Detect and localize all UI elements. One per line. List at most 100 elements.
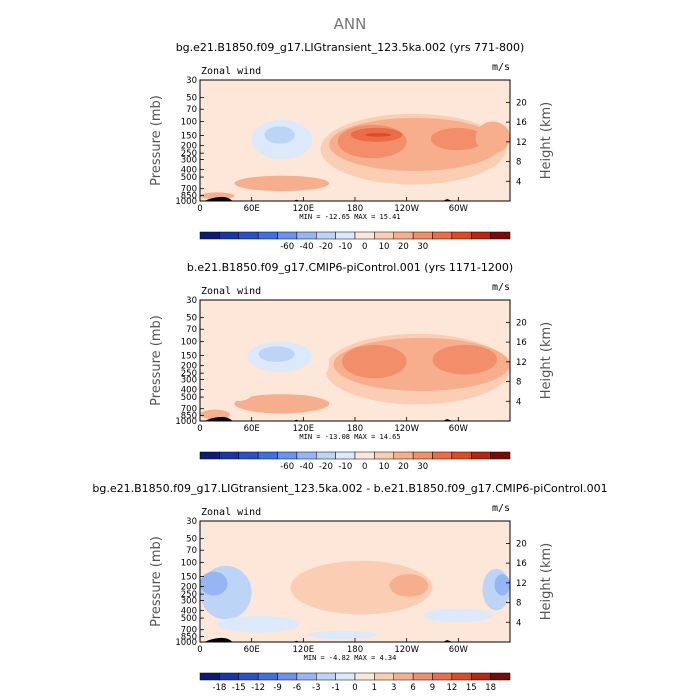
colorbar-swatch [219, 231, 239, 240]
lon-tick-label: 0 [197, 424, 202, 434]
height-tick-label: 8 [516, 158, 521, 168]
colorbar-swatch [354, 231, 375, 240]
pressure-tick-label: 50 [186, 94, 197, 104]
colorbar-label: -60 [280, 242, 294, 252]
colorbar-swatch [412, 451, 433, 460]
colorbar-swatch [238, 672, 259, 681]
pressure-tick-label: 50 [186, 535, 197, 545]
lon-tick-label: 60E [244, 204, 260, 214]
pressure-tick-label: 70 [186, 546, 197, 556]
colorbar-swatch [199, 451, 220, 460]
pressure-tick-label: 150 [181, 132, 197, 142]
pressure-tick-label: 30 [186, 296, 197, 306]
pressure-tick-label: 400 [181, 385, 197, 395]
height-tick-label: 12 [516, 138, 527, 148]
colorbar-swatch [277, 672, 298, 681]
pressure-tick-label: 500 [181, 173, 197, 183]
colorbar-swatch [219, 672, 239, 681]
colorbar-swatch [316, 451, 336, 460]
panel-3: bg.e21.B1850.f09_g17.LIGtransient_123.5k… [92, 482, 607, 693]
colorbar-label: -40 [300, 242, 314, 252]
colorbar: -60 -40 -20 -10 0 10 20 30 [199, 451, 511, 472]
height-tick-label: 20 [516, 539, 527, 549]
lon-tick-label: 180 [347, 204, 363, 214]
height-tick-label: 12 [516, 358, 527, 368]
y-axis-label-right: Height (km) [539, 322, 554, 399]
pressure-tick-label: 700 [181, 185, 197, 195]
colorbar-swatch [277, 451, 298, 460]
pressure-tick-label: 500 [181, 614, 197, 624]
colorbar-swatch [471, 231, 491, 240]
pressure-tick-label: 850 [181, 191, 197, 201]
height-tick-label: 8 [516, 378, 521, 388]
height-tick-label: 4 [516, 618, 521, 628]
colorbar-label: 18 [485, 683, 496, 693]
contour-region-4 [430, 127, 485, 151]
colorbar-swatch [238, 231, 259, 240]
pressure-tick-label: 300 [181, 375, 197, 385]
colorbar-swatch [296, 672, 317, 681]
colorbar-swatch [451, 451, 472, 460]
contour-region-7 [475, 121, 510, 154]
panel-title: b.e21.B1850.f09_g17.CMIP6-piControl.001 … [187, 261, 513, 274]
y-axis-label-right: Height (km) [539, 543, 554, 620]
colorbar-label: -9 [273, 683, 281, 693]
y-axis-label-left: Pressure (mb) [149, 315, 164, 406]
colorbar-swatch [393, 451, 414, 460]
variable-label: Zonal wind [201, 286, 261, 297]
contour-region-3 [389, 574, 429, 597]
colorbar-swatch [335, 672, 356, 681]
height-tick-label: 20 [516, 98, 527, 108]
colorbar-label: -6 [293, 683, 301, 693]
colorbar-swatch [354, 672, 375, 681]
contour-region-10 [217, 615, 300, 633]
pressure-tick-label: 250 [181, 590, 197, 600]
contour-region-5 [234, 394, 330, 414]
lon-tick-label: 120E [293, 424, 315, 434]
units-label: m/s [492, 503, 510, 514]
colorbar-label: -20 [319, 462, 333, 472]
contour-region-8 [234, 175, 330, 192]
contour-region-4 [432, 344, 498, 375]
colorbar-label: 1 [372, 683, 377, 693]
pressure-tick-label: 700 [181, 626, 197, 636]
lon-tick-label: 120E [293, 204, 315, 214]
colorbar-swatch [432, 672, 453, 681]
colorbar-label: 15 [466, 683, 477, 693]
pressure-tick-label: 1000 [175, 197, 197, 207]
pressure-tick-label: 850 [181, 411, 197, 421]
lon-tick-label: 60W [449, 204, 469, 214]
height-tick-label: 20 [516, 318, 527, 328]
lon-tick-label: 60W [449, 424, 469, 434]
pressure-tick-label: 30 [186, 76, 197, 86]
colorbar-swatch [374, 231, 394, 240]
panel-1: bg.e21.B1850.f09_g17.LIGtransient_123.5k… [149, 41, 554, 252]
colorbar-swatch [374, 672, 394, 681]
colorbar-swatch [257, 231, 278, 240]
pressure-tick-label: 1000 [175, 417, 197, 427]
orography-africa [204, 416, 233, 421]
min-max-stats: MIN = -13.08 MAX = 14.65 [299, 433, 400, 441]
panel-title: bg.e21.B1850.f09_g17.LIGtransient_123.5k… [176, 41, 525, 54]
colorbar-swatch [490, 451, 511, 460]
colorbar-label: 12 [446, 683, 457, 693]
colorbar-swatch [471, 672, 491, 681]
pressure-tick-label: 700 [181, 405, 197, 415]
colorbar-label: -60 [280, 462, 294, 472]
y-axis-label-right: Height (km) [539, 102, 554, 179]
contour-region-10 [200, 80, 510, 106]
colorbar-swatch [374, 451, 394, 460]
y-axis-label-left: Pressure (mb) [149, 536, 164, 627]
colorbar-swatch [257, 672, 278, 681]
contour-region-6 [200, 409, 231, 420]
colorbar: -60 -40 -20 -10 0 10 20 30 [199, 231, 511, 252]
colorbar-swatch [296, 451, 317, 460]
colorbar-swatch [335, 451, 356, 460]
contour-region-11 [224, 387, 252, 401]
colorbar-label: -10 [338, 242, 352, 252]
colorbar-swatch [393, 672, 414, 681]
colorbar-label: -12 [251, 683, 265, 693]
orography-africa [204, 637, 233, 642]
figure-title: ANN [334, 15, 367, 33]
colorbar-swatch [451, 672, 472, 681]
